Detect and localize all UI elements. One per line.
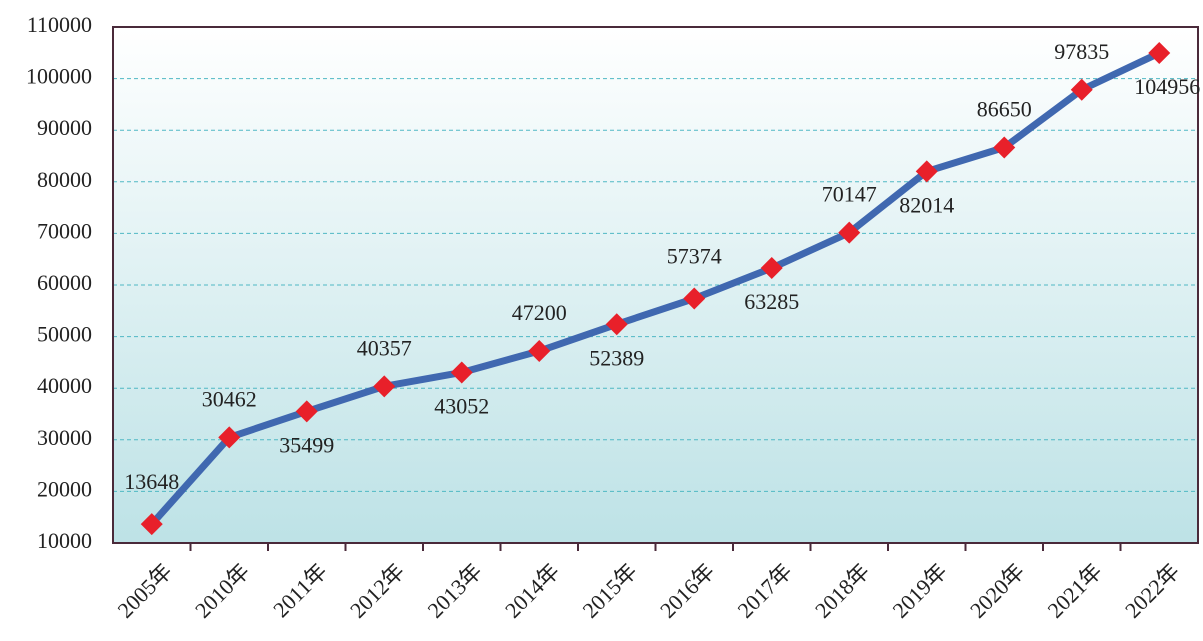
line [149,49,1161,527]
marker [1148,42,1171,65]
y-tick-label: 60000 [37,270,92,295]
data-label: 52389 [589,345,644,370]
data-label: 40357 [357,335,412,360]
x-tick-label: 2014年 [500,558,564,622]
x-tick-label: 2010年 [190,558,254,622]
marker [450,361,473,384]
y-tick-label: 80000 [37,167,92,192]
x-tick-label: 2021年 [1042,558,1106,622]
data-label: 30462 [202,386,257,411]
data-label: 97835 [1054,39,1109,64]
y-tick-label: 70000 [37,218,92,243]
y-tick-label: 110000 [27,12,92,37]
data-label: 43052 [434,393,489,418]
data-label: 70147 [822,182,877,207]
marker [373,375,396,398]
x-tick-label: 2015年 [577,558,641,622]
x-tick-label: 2017年 [732,558,796,622]
marker [140,513,163,536]
x-tick-label: 2019年 [887,558,951,622]
y-tick-label: 20000 [37,476,92,501]
y-tick-label: 40000 [37,373,92,398]
data-label: 86650 [977,97,1032,122]
x-tick-label: 2011年 [268,558,332,622]
x-tick-label: 2020年 [965,558,1029,622]
y-tick-label: 90000 [37,115,92,140]
marker [993,136,1016,159]
x-tick-label: 2012年 [345,558,409,622]
x-tick-label: 2013年 [422,558,486,622]
marker [838,221,861,244]
marker [683,287,706,310]
marker [528,340,551,363]
x-tick-label: 2018年 [810,558,874,622]
marker [915,160,938,183]
y-tick-label: 50000 [37,322,92,347]
marker [218,426,241,449]
y-tick-label: 100000 [26,64,92,89]
marker [605,313,628,336]
marker [760,257,783,280]
data-label: 63285 [744,289,799,314]
marker [295,400,318,423]
x-tick-label: 2005年 [112,558,176,622]
data-label: 13648 [124,469,179,494]
x-tick-label: 2016年 [655,558,719,622]
data-label: 57374 [667,244,722,269]
y-tick-label: 30000 [37,425,92,450]
y-tick-label: 10000 [37,528,92,553]
data-label: 82014 [899,192,954,217]
marker [1070,78,1093,101]
data-label: 35499 [279,432,334,457]
data-label: 47200 [512,300,567,325]
x-tick-label: 2022年 [1120,558,1184,622]
data-label: 104956 [1134,74,1200,99]
